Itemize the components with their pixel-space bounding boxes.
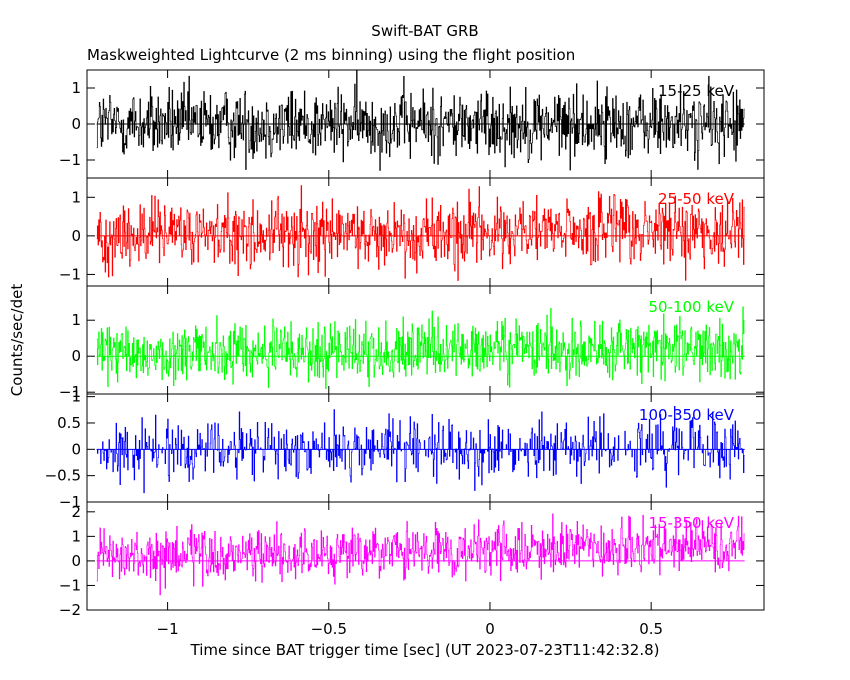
y-tick-label-0-2: 1 [71, 79, 81, 97]
y-tick-label-4-2: 0 [71, 552, 81, 570]
series-line-2 [96, 306, 745, 390]
x-axis-label: Time since BAT trigger time [sec] (UT 20… [190, 641, 660, 659]
band-label-3: 100-350 keV [639, 406, 735, 424]
x-tick-label-2: 0 [485, 620, 495, 638]
y-tick-label-4-1: −1 [59, 576, 81, 594]
panel-3: −1 −0.5 0 0.5 1 100-350 keV [45, 388, 765, 511]
band-label-1: 25-50 keV [658, 190, 735, 208]
x-tick-label-3: 0.5 [639, 620, 663, 638]
y-tick-label-0-0: −1 [59, 151, 81, 169]
y-tick-label-0-1: 0 [71, 115, 81, 133]
x-tick-label-1: −0.5 [311, 620, 347, 638]
y-tick-label-4-3: 1 [71, 527, 81, 545]
y-tick-label-2-0: −1 [59, 383, 81, 401]
band-label-2: 50-100 keV [648, 298, 734, 316]
y-tick-label-1-2: 1 [71, 188, 81, 206]
panels-group: −1 0 1 15-25 keV −1 0 1 25-50 keV −1 0 1 50-100 keV… [45, 69, 765, 638]
y-tick-label-4-0: −2 [59, 601, 81, 619]
chart-title: Swift-BAT GRB [371, 22, 478, 40]
chart-subtitle: Maskweighted Lightcurve (2 ms binning) u… [87, 46, 575, 64]
series-line-0 [96, 70, 745, 171]
y-tick-label-3-0: −1 [59, 493, 81, 511]
panel-1: −1 0 1 25-50 keV [59, 177, 765, 287]
panel-0: −1 0 1 15-25 keV [59, 69, 765, 179]
y-tick-label-1-1: 0 [71, 227, 81, 245]
y-axis-label: Counts/sec/det [8, 284, 26, 397]
y-tick-label-3-3: 0.5 [57, 414, 81, 432]
panel-2: −1 0 1 50-100 keV [59, 285, 765, 401]
y-tick-label-2-2: 1 [71, 311, 81, 329]
y-tick-label-4-4: 2 [71, 503, 81, 521]
y-tick-label-1-0: −1 [59, 265, 81, 283]
band-label-0: 15-25 keV [658, 82, 735, 100]
panel-frame-4 [86, 501, 765, 611]
panel-4: −2 −1 0 1 2 15-350 keV [59, 501, 765, 619]
series-line-4 [96, 513, 745, 596]
x-tick-label-0: −1 [157, 620, 179, 638]
y-tick-label-3-4: 1 [71, 388, 81, 406]
y-tick-label-3-1: −0.5 [45, 467, 81, 485]
series-line-1 [96, 185, 745, 281]
y-tick-label-3-2: 0 [71, 440, 81, 458]
band-label-4: 15-350 keV [648, 514, 734, 532]
y-tick-label-2-1: 0 [71, 347, 81, 365]
